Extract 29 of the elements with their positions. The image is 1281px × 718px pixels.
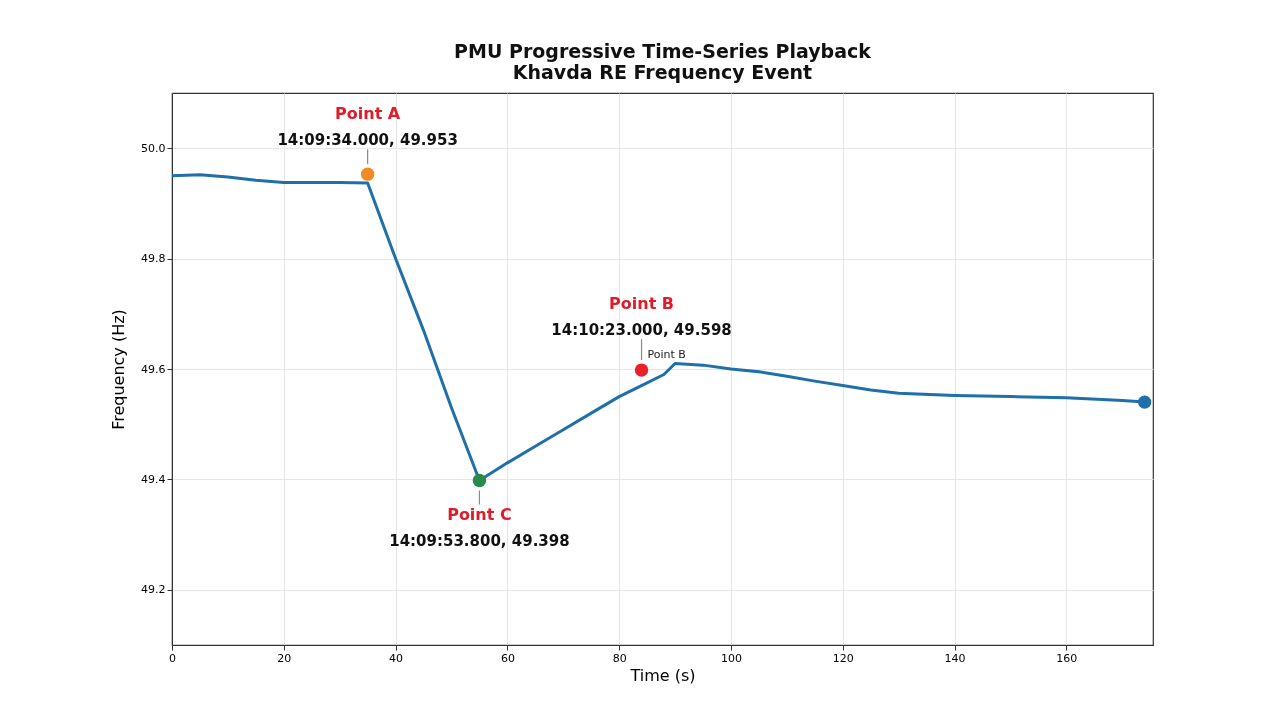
point (472, 473, 487, 488)
x-tick-label: 140 (944, 651, 966, 665)
y-axis-title: Frequency (Hz) (109, 309, 129, 430)
x-tick-label: 120 (832, 651, 854, 665)
annotation: Point A (335, 104, 401, 124)
x-tick-label: 100 (720, 651, 742, 665)
y-tick-label: 49.8 (141, 252, 166, 266)
annotation: Point C (447, 504, 512, 524)
y-tick-label: 49.6 (141, 362, 166, 376)
x-axis-title: Time (s) (629, 665, 696, 685)
chart-subtitle: Khavda RE Frequency Event (512, 61, 813, 83)
point (1137, 395, 1152, 409)
y-tick-label: 49.2 (141, 583, 166, 597)
chart-title: PMU Progressive Time-Series Playback (454, 40, 872, 62)
annotation: 14:10:23.000, 49.598 (551, 321, 732, 340)
x-tick-label: 40 (389, 651, 404, 665)
point (634, 363, 649, 377)
x-tick-label: 160 (1056, 651, 1078, 665)
annotation: 14:09:53.800, 49.398 (389, 531, 570, 550)
x-tick-label: 0 (169, 651, 176, 665)
y-tick-label: 50.0 (141, 141, 166, 155)
y-tick-label: 49.4 (141, 472, 166, 486)
annotation: Point B (647, 348, 686, 362)
x-tick-label: 20 (277, 651, 292, 665)
annotation: 14:09:34.000, 49.953 (277, 131, 458, 150)
point (360, 167, 375, 181)
x-tick-label: 80 (612, 651, 627, 665)
x-tick-label: 60 (500, 651, 515, 665)
annotation: Point B (609, 294, 675, 314)
